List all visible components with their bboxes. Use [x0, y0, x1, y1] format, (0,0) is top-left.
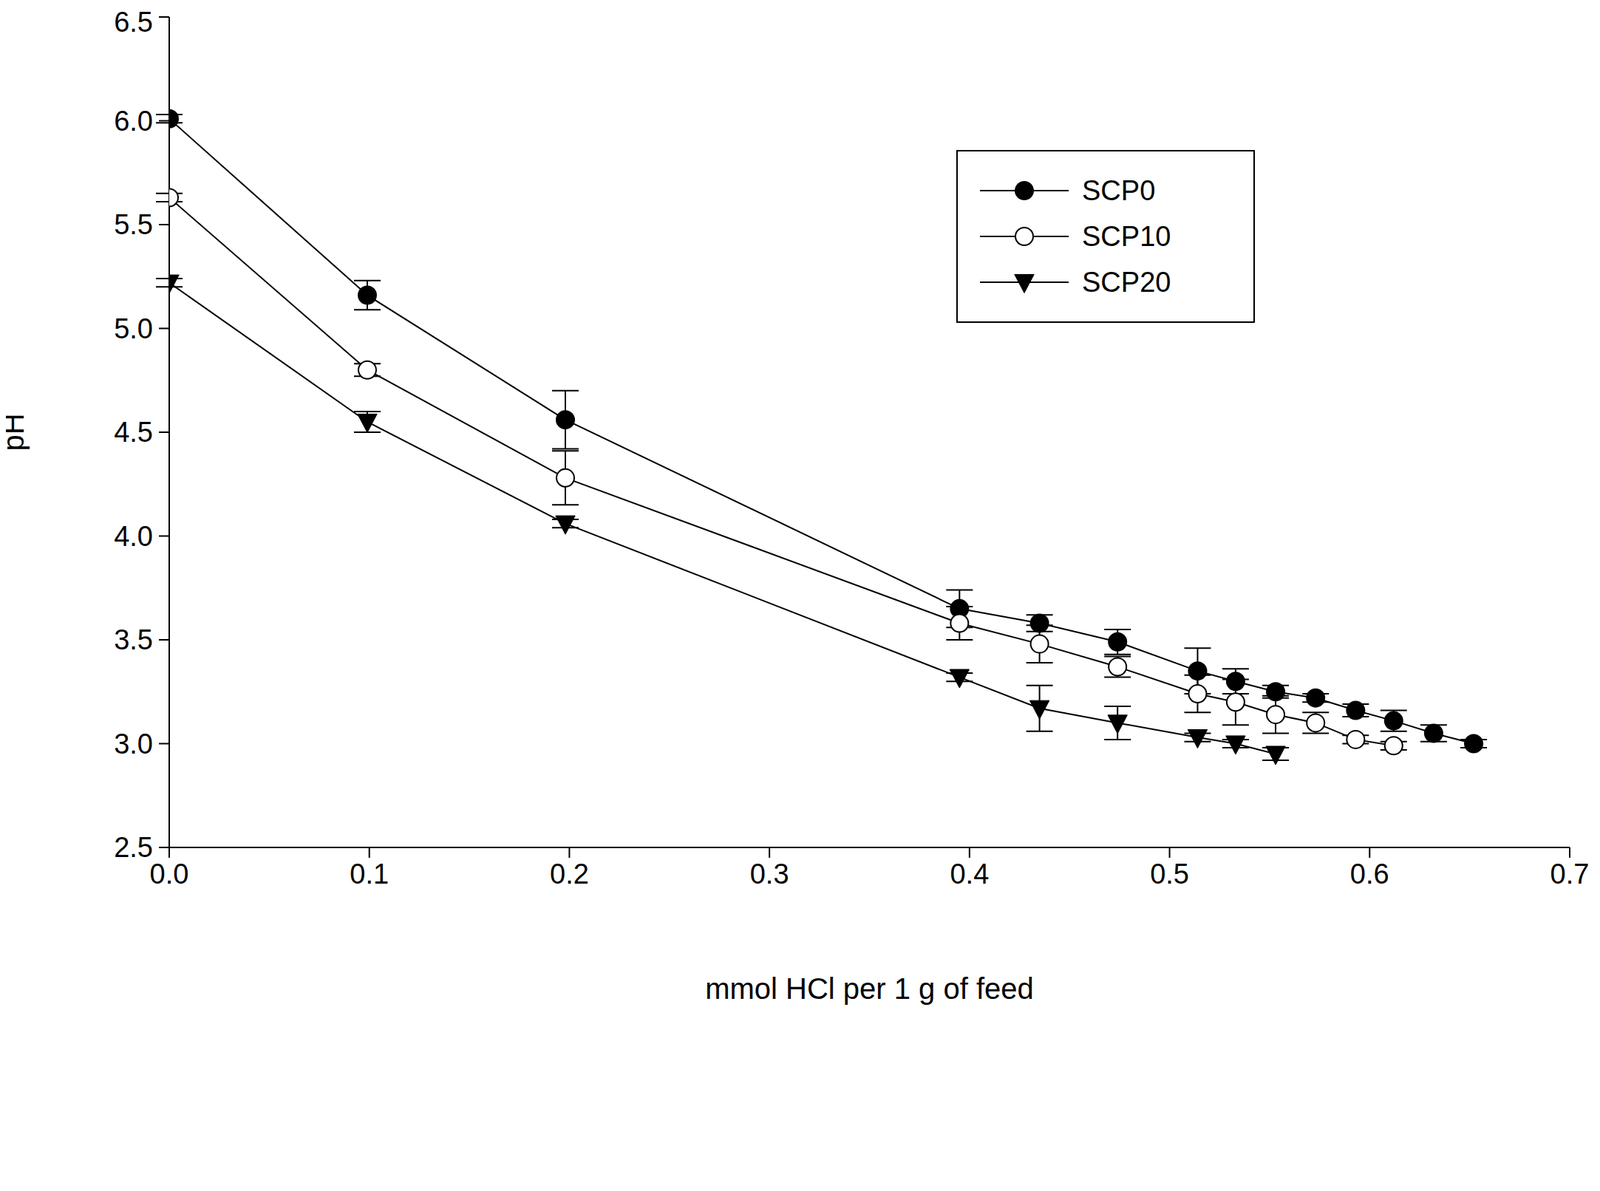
svg-text:0.1: 0.1 — [349, 858, 389, 890]
svg-text:0.3: 0.3 — [750, 858, 790, 890]
svg-text:0.6: 0.6 — [1350, 858, 1390, 890]
html-text:SCP10: SCP10 — [1081, 220, 1171, 252]
svg-text:5.0: 5.0 — [113, 313, 153, 345]
svg-text:4.5: 4.5 — [113, 416, 153, 448]
svg-text:pH: pH — [5, 413, 30, 451]
svg-text:0.5: 0.5 — [1149, 858, 1190, 890]
svg-text:2.5: 2.5 — [113, 832, 153, 864]
svg-text:3.5: 3.5 — [113, 624, 153, 656]
svg-text:0.0: 0.0 — [150, 858, 190, 890]
svg-text:0.4: 0.4 — [949, 858, 989, 890]
html-text:SCP20: SCP20 — [1081, 266, 1171, 298]
svg-text:0.2: 0.2 — [549, 858, 590, 890]
svg-text:5.5: 5.5 — [113, 209, 153, 241]
svg-text:4.0: 4.0 — [113, 521, 153, 553]
svg-text:3.0: 3.0 — [113, 728, 153, 760]
svg-text:mmol HCl per 1 g of feed: mmol HCl per 1 g of feed — [705, 972, 1034, 1006]
svg-text:0.7: 0.7 — [1550, 858, 1590, 890]
html-text:SCP0: SCP0 — [1081, 174, 1156, 206]
svg-text:6.0: 6.0 — [113, 105, 153, 137]
svg-text:6.5: 6.5 — [113, 6, 153, 38]
